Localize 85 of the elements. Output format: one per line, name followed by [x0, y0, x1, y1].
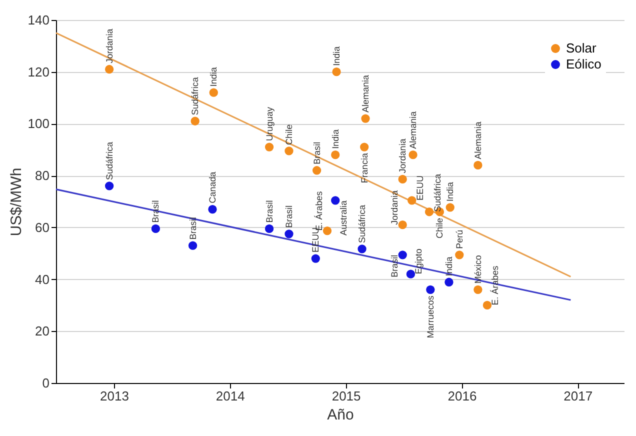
- y-tick-label: 0: [42, 376, 50, 390]
- point: [284, 146, 294, 156]
- annotation: Sudáfrica: [432, 174, 442, 212]
- annotation: EEUU: [414, 175, 425, 200]
- point: [358, 244, 366, 254]
- annotation: Brasil: [150, 200, 161, 223]
- x-tick-label: 2013: [100, 388, 129, 404]
- point: [264, 224, 274, 234]
- point: [104, 182, 114, 190]
- y-axis-title: US$/MWh: [8, 168, 25, 236]
- annotation: Australia: [338, 200, 348, 236]
- annotation: Canada: [207, 172, 218, 204]
- annotation: India: [208, 67, 219, 87]
- annotation: Sudáfrica: [104, 142, 114, 180]
- x-tick-label: 2016: [448, 388, 477, 404]
- annotation: Brasil: [284, 205, 294, 228]
- annotation: Jordania: [390, 190, 400, 225]
- legend-label: Eólico: [566, 56, 602, 72]
- annotation: Alemania: [408, 111, 418, 149]
- annotation: India: [330, 129, 340, 149]
- annotation: Sudáfrica: [357, 204, 368, 243]
- point: [424, 208, 434, 216]
- annotation: E. Árabes: [314, 190, 324, 231]
- y-tick-label: 140: [28, 12, 50, 28]
- legend-label: Solar: [566, 40, 598, 56]
- annotation: Uruguay: [264, 106, 274, 142]
- annotation: Jordania: [398, 138, 408, 174]
- annotation: Egipto: [414, 248, 424, 274]
- y-tick-label: 60: [35, 220, 50, 235]
- x-tick-label: 2014: [216, 388, 245, 404]
- point: [264, 142, 274, 152]
- point: [398, 174, 407, 184]
- annotation: Sudáfrica: [190, 77, 200, 116]
- point: [408, 196, 416, 205]
- point: [408, 150, 418, 160]
- annotation: Chile: [434, 218, 445, 238]
- y-tick-label: 40: [35, 272, 50, 287]
- point: [208, 204, 217, 214]
- y-tick-label: 20: [35, 324, 50, 339]
- annotation: Jordania: [104, 28, 114, 64]
- point: [151, 224, 160, 234]
- y-tick-label: 100: [28, 116, 50, 132]
- annotation: India: [332, 46, 342, 66]
- annotation: India: [444, 256, 454, 276]
- point: [474, 285, 482, 294]
- point: [398, 250, 407, 260]
- point: [360, 142, 369, 152]
- point: [312, 166, 322, 175]
- annotation: Francia: [359, 153, 370, 184]
- point: [311, 254, 320, 263]
- point: [446, 203, 454, 212]
- point: [398, 220, 407, 230]
- point: [444, 278, 454, 286]
- point: [482, 300, 492, 310]
- annotation: Marruecos: [425, 295, 436, 338]
- point: [361, 114, 370, 123]
- annotation: Brasil: [390, 254, 400, 278]
- point: [104, 64, 114, 74]
- annotation: Chile: [284, 124, 294, 145]
- point: [332, 68, 341, 76]
- annotation: Perú: [454, 230, 464, 249]
- y-tick-label: 80: [35, 168, 50, 184]
- annotation: Brasil: [312, 142, 322, 164]
- point: [406, 270, 416, 278]
- point: [284, 230, 294, 238]
- annotation: Brasil: [264, 200, 274, 223]
- x-axis-title: Año: [327, 406, 354, 424]
- annotation: E. Árabes: [490, 265, 500, 306]
- point: [331, 196, 340, 205]
- point: [209, 88, 218, 97]
- point: [426, 285, 435, 294]
- y-tick-label: 120: [28, 64, 50, 80]
- point: [455, 250, 464, 260]
- point: [188, 241, 198, 250]
- annotation: Alemania: [360, 74, 370, 113]
- point: [474, 160, 482, 170]
- point: [190, 116, 200, 126]
- point: [331, 150, 340, 160]
- annotation: Alemania: [472, 122, 483, 160]
- annotation: Brasil: [188, 217, 198, 240]
- annotation: México: [472, 255, 483, 284]
- annotation: India: [445, 182, 456, 202]
- x-tick-label: 2015: [332, 388, 361, 404]
- x-tick-label: 2017: [564, 388, 593, 404]
- point: [322, 226, 332, 236]
